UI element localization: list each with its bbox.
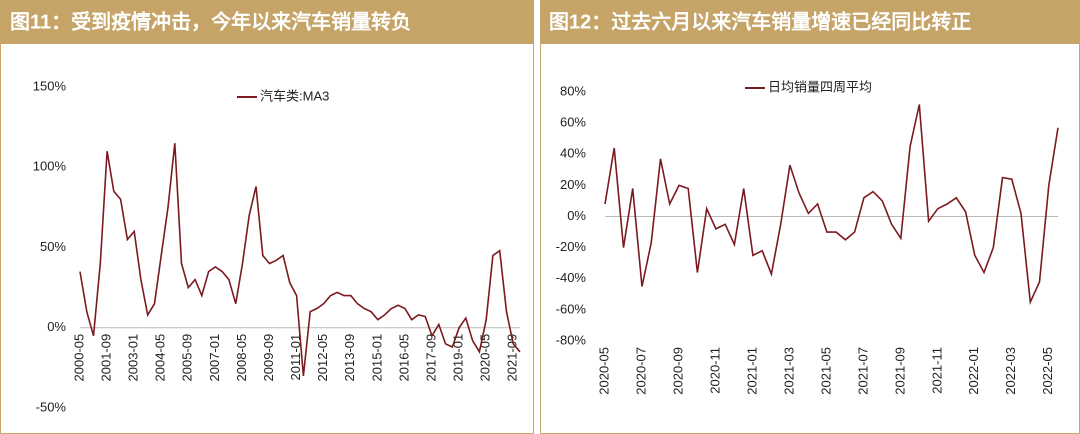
y-tick-label: 80% xyxy=(560,83,586,98)
x-tick-label: 2003-01 xyxy=(126,334,141,382)
data-line xyxy=(79,143,521,376)
y-tick-label: 50% xyxy=(40,239,66,254)
x-tick-label: 2022-05 xyxy=(1040,347,1055,395)
x-tick-label: 2021-11 xyxy=(929,347,944,394)
x-tick-label: 2020-09 xyxy=(670,347,685,395)
y-tick-label: 0% xyxy=(567,208,586,223)
x-tick-label: 2001-09 xyxy=(99,334,114,382)
y-tick-label: -40% xyxy=(556,270,587,285)
header-bar xyxy=(540,0,1080,44)
y-tick-label: 150% xyxy=(33,78,67,93)
x-tick-label: 2019-01 xyxy=(451,334,466,382)
legend-label: 汽车类:MA3 xyxy=(260,88,329,103)
x-tick-label: 2020-11 xyxy=(707,347,722,394)
legend-label: 日均销量四周平均 xyxy=(768,79,872,94)
x-tick-label: 2016-05 xyxy=(396,334,411,382)
x-tick-label: 2007-01 xyxy=(207,334,222,382)
y-tick-label: 100% xyxy=(33,159,67,174)
x-tick-label: 2021-09 xyxy=(505,334,520,382)
x-tick-label: 2020-05 xyxy=(478,334,493,382)
y-tick-label: -60% xyxy=(556,301,587,316)
data-line xyxy=(604,104,1059,306)
x-tick-label: 2022-01 xyxy=(966,347,981,395)
y-tick-label: 40% xyxy=(560,146,586,161)
header-bar xyxy=(0,0,534,44)
x-tick-label: 2011-01 xyxy=(288,334,303,381)
y-tick-label: 0% xyxy=(47,319,66,334)
x-tick-label: 2021-09 xyxy=(892,347,907,395)
x-tick-label: 2004-05 xyxy=(153,334,168,382)
chart-title: 图12：过去六月以来汽车销量增速已经同比转正 xyxy=(549,9,971,33)
y-tick-label: 60% xyxy=(560,115,586,130)
x-tick-label: 2021-05 xyxy=(818,347,833,395)
x-tick-label: 2021-03 xyxy=(781,347,796,395)
y-tick-label: 20% xyxy=(560,177,586,192)
chart-title: 图11：受到疫情冲击，今年以来汽车销量转负 xyxy=(10,9,411,33)
x-tick-label: 2017-09 xyxy=(423,334,438,382)
x-tick-label: 2020-07 xyxy=(633,347,648,395)
x-tick-label: 2020-05 xyxy=(596,347,611,395)
x-tick-label: 2022-03 xyxy=(1003,347,1018,395)
x-tick-label: 2015-01 xyxy=(369,334,384,382)
x-tick-label: 2008-05 xyxy=(234,334,249,382)
x-tick-label: 2021-01 xyxy=(744,347,759,395)
x-tick-label: 2021-07 xyxy=(855,347,870,395)
x-tick-label: 2000-05 xyxy=(71,334,86,382)
y-tick-label: -20% xyxy=(556,239,587,254)
y-tick-label: -50% xyxy=(36,399,67,414)
x-tick-label: 2005-09 xyxy=(180,334,195,382)
x-tick-label: 2013-09 xyxy=(342,334,357,382)
x-tick-label: 2009-09 xyxy=(261,334,276,382)
x-tick-label: 2012-05 xyxy=(315,334,330,382)
y-tick-label: -80% xyxy=(556,332,587,347)
